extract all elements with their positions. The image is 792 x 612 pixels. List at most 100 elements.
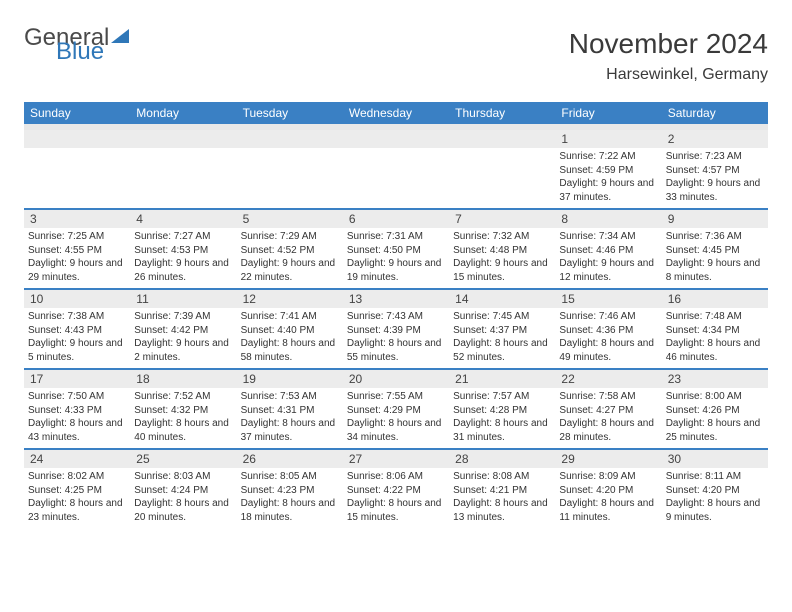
day-number: 11 xyxy=(130,290,236,308)
day-number xyxy=(449,130,555,148)
day-number: 4 xyxy=(130,210,236,228)
day-info: Sunrise: 8:03 AMSunset: 4:24 PMDaylight:… xyxy=(130,468,236,528)
calendar-day xyxy=(343,130,449,208)
calendar-day: 9Sunrise: 7:36 AMSunset: 4:45 PMDaylight… xyxy=(662,210,768,288)
calendar-day: 7Sunrise: 7:32 AMSunset: 4:48 PMDaylight… xyxy=(449,210,555,288)
day-number: 30 xyxy=(662,450,768,468)
calendar-day: 11Sunrise: 7:39 AMSunset: 4:42 PMDayligh… xyxy=(130,290,236,368)
day-number: 15 xyxy=(555,290,661,308)
day-info: Sunrise: 7:58 AMSunset: 4:27 PMDaylight:… xyxy=(555,388,661,448)
day-number: 27 xyxy=(343,450,449,468)
day-number: 3 xyxy=(24,210,130,228)
day-info: Sunrise: 7:57 AMSunset: 4:28 PMDaylight:… xyxy=(449,388,555,448)
calendar-day: 5Sunrise: 7:29 AMSunset: 4:52 PMDaylight… xyxy=(237,210,343,288)
day-number: 13 xyxy=(343,290,449,308)
day-info: Sunrise: 8:00 AMSunset: 4:26 PMDaylight:… xyxy=(662,388,768,448)
day-info: Sunrise: 7:50 AMSunset: 4:33 PMDaylight:… xyxy=(24,388,130,448)
calendar-day: 29Sunrise: 8:09 AMSunset: 4:20 PMDayligh… xyxy=(555,450,661,528)
calendar-body: 1Sunrise: 7:22 AMSunset: 4:59 PMDaylight… xyxy=(24,130,768,528)
day-number: 16 xyxy=(662,290,768,308)
day-number: 14 xyxy=(449,290,555,308)
weekday-label: Wednesday xyxy=(343,102,449,124)
calendar-day xyxy=(449,130,555,208)
day-number: 8 xyxy=(555,210,661,228)
day-number xyxy=(343,130,449,148)
calendar-day: 27Sunrise: 8:06 AMSunset: 4:22 PMDayligh… xyxy=(343,450,449,528)
calendar-week: 10Sunrise: 7:38 AMSunset: 4:43 PMDayligh… xyxy=(24,290,768,370)
weekday-label: Friday xyxy=(555,102,661,124)
day-number: 19 xyxy=(237,370,343,388)
calendar-day: 17Sunrise: 7:50 AMSunset: 4:33 PMDayligh… xyxy=(24,370,130,448)
day-number: 2 xyxy=(662,130,768,148)
day-number: 6 xyxy=(343,210,449,228)
calendar-day: 1Sunrise: 7:22 AMSunset: 4:59 PMDaylight… xyxy=(555,130,661,208)
day-info: Sunrise: 7:43 AMSunset: 4:39 PMDaylight:… xyxy=(343,308,449,368)
day-number: 23 xyxy=(662,370,768,388)
calendar-day: 23Sunrise: 8:00 AMSunset: 4:26 PMDayligh… xyxy=(662,370,768,448)
day-info: Sunrise: 8:11 AMSunset: 4:20 PMDaylight:… xyxy=(662,468,768,528)
calendar-day: 30Sunrise: 8:11 AMSunset: 4:20 PMDayligh… xyxy=(662,450,768,528)
calendar-day: 16Sunrise: 7:48 AMSunset: 4:34 PMDayligh… xyxy=(662,290,768,368)
calendar-day xyxy=(237,130,343,208)
day-info: Sunrise: 7:32 AMSunset: 4:48 PMDaylight:… xyxy=(449,228,555,288)
day-number: 5 xyxy=(237,210,343,228)
calendar-day: 4Sunrise: 7:27 AMSunset: 4:53 PMDaylight… xyxy=(130,210,236,288)
day-info: Sunrise: 8:05 AMSunset: 4:23 PMDaylight:… xyxy=(237,468,343,528)
calendar-day xyxy=(130,130,236,208)
day-info: Sunrise: 8:09 AMSunset: 4:20 PMDaylight:… xyxy=(555,468,661,528)
day-info: Sunrise: 7:45 AMSunset: 4:37 PMDaylight:… xyxy=(449,308,555,368)
calendar-day: 8Sunrise: 7:34 AMSunset: 4:46 PMDaylight… xyxy=(555,210,661,288)
day-number: 28 xyxy=(449,450,555,468)
day-info: Sunrise: 7:29 AMSunset: 4:52 PMDaylight:… xyxy=(237,228,343,288)
calendar-week: 1Sunrise: 7:22 AMSunset: 4:59 PMDaylight… xyxy=(24,130,768,210)
day-number: 22 xyxy=(555,370,661,388)
month-title: November 2024 xyxy=(569,28,768,60)
calendar-day: 19Sunrise: 7:53 AMSunset: 4:31 PMDayligh… xyxy=(237,370,343,448)
calendar-day: 6Sunrise: 7:31 AMSunset: 4:50 PMDaylight… xyxy=(343,210,449,288)
day-info: Sunrise: 7:39 AMSunset: 4:42 PMDaylight:… xyxy=(130,308,236,368)
calendar-week: 24Sunrise: 8:02 AMSunset: 4:25 PMDayligh… xyxy=(24,450,768,528)
day-number: 1 xyxy=(555,130,661,148)
day-info: Sunrise: 7:38 AMSunset: 4:43 PMDaylight:… xyxy=(24,308,130,368)
calendar-day: 13Sunrise: 7:43 AMSunset: 4:39 PMDayligh… xyxy=(343,290,449,368)
day-number: 12 xyxy=(237,290,343,308)
day-number: 29 xyxy=(555,450,661,468)
logo-text-blue: Blue xyxy=(56,42,129,62)
day-info: Sunrise: 7:53 AMSunset: 4:31 PMDaylight:… xyxy=(237,388,343,448)
day-number xyxy=(237,130,343,148)
day-number: 20 xyxy=(343,370,449,388)
logo: General Blue xyxy=(24,28,129,63)
day-info: Sunrise: 7:23 AMSunset: 4:57 PMDaylight:… xyxy=(662,148,768,208)
calendar-day: 10Sunrise: 7:38 AMSunset: 4:43 PMDayligh… xyxy=(24,290,130,368)
calendar-day xyxy=(24,130,130,208)
day-number: 24 xyxy=(24,450,130,468)
day-info: Sunrise: 7:34 AMSunset: 4:46 PMDaylight:… xyxy=(555,228,661,288)
calendar-day: 15Sunrise: 7:46 AMSunset: 4:36 PMDayligh… xyxy=(555,290,661,368)
calendar-day: 26Sunrise: 8:05 AMSunset: 4:23 PMDayligh… xyxy=(237,450,343,528)
calendar-day: 21Sunrise: 7:57 AMSunset: 4:28 PMDayligh… xyxy=(449,370,555,448)
calendar-day: 24Sunrise: 8:02 AMSunset: 4:25 PMDayligh… xyxy=(24,450,130,528)
calendar-day: 12Sunrise: 7:41 AMSunset: 4:40 PMDayligh… xyxy=(237,290,343,368)
day-info: Sunrise: 7:22 AMSunset: 4:59 PMDaylight:… xyxy=(555,148,661,208)
weekday-label: Saturday xyxy=(662,102,768,124)
weekday-label: Sunday xyxy=(24,102,130,124)
calendar-day: 14Sunrise: 7:45 AMSunset: 4:37 PMDayligh… xyxy=(449,290,555,368)
day-info: Sunrise: 7:46 AMSunset: 4:36 PMDaylight:… xyxy=(555,308,661,368)
day-number: 21 xyxy=(449,370,555,388)
day-number: 9 xyxy=(662,210,768,228)
calendar-day: 3Sunrise: 7:25 AMSunset: 4:55 PMDaylight… xyxy=(24,210,130,288)
day-info: Sunrise: 7:25 AMSunset: 4:55 PMDaylight:… xyxy=(24,228,130,288)
day-info: Sunrise: 7:55 AMSunset: 4:29 PMDaylight:… xyxy=(343,388,449,448)
day-info: Sunrise: 8:08 AMSunset: 4:21 PMDaylight:… xyxy=(449,468,555,528)
day-number: 26 xyxy=(237,450,343,468)
calendar-day: 2Sunrise: 7:23 AMSunset: 4:57 PMDaylight… xyxy=(662,130,768,208)
day-info: Sunrise: 8:06 AMSunset: 4:22 PMDaylight:… xyxy=(343,468,449,528)
day-number xyxy=(24,130,130,148)
day-number: 25 xyxy=(130,450,236,468)
calendar-day: 28Sunrise: 8:08 AMSunset: 4:21 PMDayligh… xyxy=(449,450,555,528)
weekday-label: Monday xyxy=(130,102,236,124)
day-info: Sunrise: 7:48 AMSunset: 4:34 PMDaylight:… xyxy=(662,308,768,368)
day-info: Sunrise: 8:02 AMSunset: 4:25 PMDaylight:… xyxy=(24,468,130,528)
weekday-header: SundayMondayTuesdayWednesdayThursdayFrid… xyxy=(24,102,768,124)
logo-triangle-icon xyxy=(111,29,129,43)
